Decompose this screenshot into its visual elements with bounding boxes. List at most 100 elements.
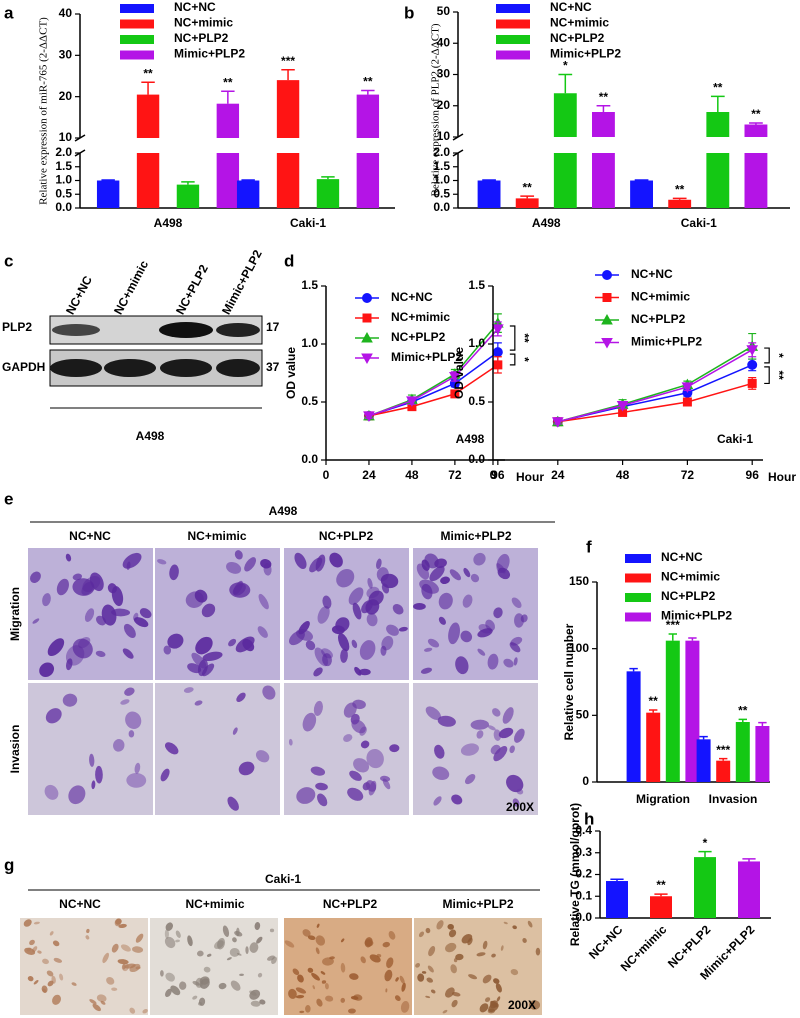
bar	[553, 93, 577, 137]
cell	[100, 1000, 106, 1005]
cell	[509, 745, 515, 754]
cell	[244, 557, 257, 572]
cell	[493, 729, 502, 741]
error-bar	[610, 878, 624, 882]
magnification: 200X	[508, 998, 536, 1012]
y-tick-label: 100	[569, 641, 589, 655]
cell	[322, 957, 334, 966]
cell	[437, 715, 456, 727]
error-bar	[634, 179, 649, 181]
cell	[311, 972, 320, 981]
cell	[430, 989, 436, 994]
legend-swatch	[625, 573, 651, 583]
bracket	[509, 325, 516, 351]
marker	[449, 371, 461, 383]
significance: *	[518, 357, 532, 362]
bar	[515, 198, 539, 208]
cell	[313, 667, 323, 677]
significance: **	[751, 107, 761, 121]
cell	[175, 939, 180, 943]
cell	[228, 638, 237, 647]
cell	[33, 921, 40, 925]
significance: *	[563, 59, 568, 73]
y-tick-label: 0	[582, 774, 589, 788]
line	[368, 364, 499, 417]
cell	[298, 621, 310, 635]
cell	[340, 648, 348, 663]
marker	[616, 400, 629, 412]
chart-title: Caki-1	[717, 432, 753, 446]
cell	[487, 725, 496, 731]
y-tick-label: 2.0	[55, 145, 72, 159]
cell	[349, 770, 362, 781]
panel-letter: g	[4, 855, 14, 874]
error-bar	[698, 850, 712, 858]
cell	[259, 999, 266, 1005]
error-bar	[141, 81, 155, 95]
cell	[95, 650, 106, 657]
error-bar	[281, 69, 295, 81]
bar	[356, 153, 380, 208]
y-tick-label: 1.0	[433, 173, 450, 187]
line	[557, 345, 753, 423]
cell	[102, 952, 110, 964]
y-axis-label: Relative expression of miR-765 (2-ΔΔCT)	[38, 17, 50, 205]
cell	[460, 743, 479, 756]
cell	[310, 766, 326, 776]
cell	[238, 761, 255, 776]
y-tick-label: 0.4	[575, 823, 592, 837]
cell	[350, 995, 359, 1000]
cell	[292, 968, 300, 976]
cell	[434, 744, 445, 759]
x-tick-label: Migration	[636, 792, 690, 806]
y-tick-label: 0.5	[433, 186, 450, 200]
panel-letter: c	[4, 251, 13, 270]
legend-label: NC+PLP2	[174, 31, 229, 45]
error-bar	[221, 90, 235, 104]
cell	[436, 920, 444, 930]
significance: **	[649, 694, 659, 708]
cell	[477, 628, 493, 638]
cell	[398, 626, 408, 632]
cell	[419, 579, 439, 594]
cell	[202, 651, 223, 662]
cell	[91, 780, 96, 790]
cell	[124, 687, 135, 696]
cell	[139, 608, 152, 619]
cell	[226, 957, 232, 961]
cell	[164, 929, 169, 939]
cell	[157, 559, 167, 565]
cell	[66, 658, 73, 671]
marker	[361, 331, 373, 343]
cell	[305, 1005, 311, 1013]
cell	[195, 977, 204, 988]
panel-letter: e	[4, 489, 13, 508]
cell	[502, 707, 514, 724]
cell	[392, 603, 404, 615]
band	[216, 359, 260, 377]
cell	[53, 957, 63, 963]
y-tick-label: 40	[437, 35, 451, 49]
legend-swatch	[496, 4, 530, 13]
bar	[216, 153, 240, 208]
cell	[42, 958, 49, 965]
column-label: Mimic+PLP2	[440, 529, 511, 543]
cell	[442, 1009, 448, 1014]
cell	[448, 929, 457, 938]
legend-swatch	[496, 50, 530, 60]
cell	[468, 974, 478, 980]
bar	[477, 180, 501, 208]
marker	[492, 347, 503, 358]
cell	[122, 964, 126, 970]
cell	[229, 582, 251, 598]
cell	[365, 780, 377, 792]
band	[52, 324, 100, 336]
cell	[32, 618, 40, 624]
cell	[420, 667, 432, 674]
cell	[470, 719, 490, 730]
cell	[493, 607, 503, 619]
cell	[510, 636, 523, 646]
error-bar	[668, 633, 677, 641]
cell	[322, 653, 332, 667]
cell	[165, 988, 172, 998]
